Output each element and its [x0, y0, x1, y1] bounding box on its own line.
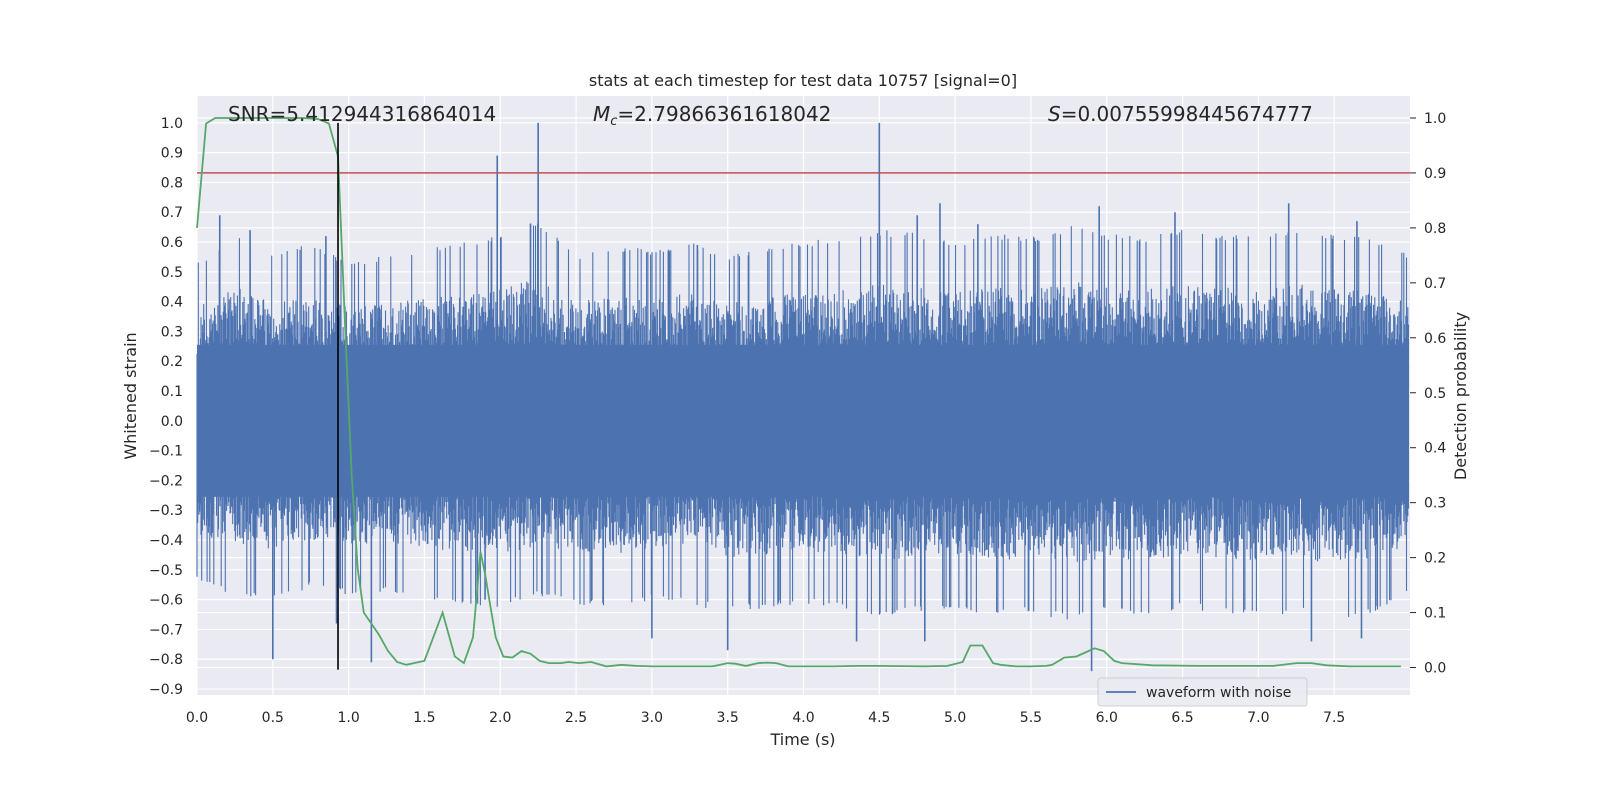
overlay-lines [196, 117, 1410, 670]
y-tick-label: 0.0 [161, 414, 183, 430]
y2-tick-label: 0.8 [1424, 221, 1446, 237]
y-tick-label: 0.3 [161, 324, 183, 340]
y2-tick-label: 0.6 [1424, 331, 1446, 347]
x-tick-label: 6.5 [1171, 710, 1193, 726]
y2-tick-label: 0.5 [1424, 386, 1446, 402]
y-axis-ticks: 1.0 0.9 0.8 0.7 0.6 0.5 0.4 0.3 0.2 0.1 0.0 −0.1 −0.… [149, 116, 183, 698]
legend-box [1097, 677, 1308, 707]
x-tick-label: 6.0 [1096, 710, 1118, 726]
x-tick-label: 7.0 [1247, 710, 1269, 726]
y2-tick-label: 0.7 [1424, 276, 1446, 292]
detection-probability-line [196, 117, 1401, 668]
y2-tick-label: 0.4 [1424, 441, 1446, 457]
x-axis-label: Time (s) [769, 730, 835, 749]
x-axis-ticks: 0.0 0.5 1.0 1.5 2.0 2.5 3.0 3.5 4.0 4.5 5.0 5.5 6.0 6… [186, 710, 1345, 726]
x-tick-label: 3.0 [641, 710, 663, 726]
x-tick-label: 0.0 [186, 710, 208, 726]
y-tick-label: 1.0 [161, 116, 183, 132]
legend: waveform with noise [1097, 677, 1308, 707]
y-tick-label: −0.4 [149, 533, 183, 549]
y-tick-label: −0.6 [149, 593, 183, 609]
y-tick-label: 0.7 [161, 205, 183, 221]
y2-axis-label: Detection probability [1451, 312, 1470, 480]
x-tick-label: 5.0 [944, 710, 966, 726]
chart-title: stats at each timestep for test data 107… [589, 71, 1017, 90]
y-tick-label: 0.1 [161, 384, 183, 400]
x-tick-label: 4.0 [792, 710, 814, 726]
y2-tick-label: 0.0 [1424, 661, 1446, 677]
s-annotation: S=0.00755998445674777 [1048, 102, 1313, 126]
x-tick-label: 2.0 [489, 710, 511, 726]
y-tick-label: −0.2 [149, 473, 183, 489]
x-tick-label: 5.5 [1020, 710, 1042, 726]
waveform-core [197, 344, 1409, 497]
y-tick-label: 0.2 [161, 354, 183, 370]
y2-tick-label: 0.9 [1424, 166, 1446, 182]
y-tick-label: 0.4 [161, 295, 183, 311]
x-tick-label: 1.0 [337, 710, 359, 726]
y-tick-label: −0.7 [149, 622, 183, 638]
x-tick-label: 0.5 [262, 710, 284, 726]
y-tick-label: 0.5 [161, 265, 183, 281]
x-tick-label: 2.5 [565, 710, 587, 726]
y2-axis-ticks: 1.0 0.9 0.8 0.7 0.6 0.5 0.4 0.3 0.2 0.1 0.0 [1410, 111, 1446, 677]
y-tick-label: −0.9 [149, 682, 183, 698]
snr-annotation: SNR=5.412944316864014 [228, 102, 496, 126]
y2-tick-label: 0.2 [1424, 551, 1446, 567]
y-tick-label: 0.6 [161, 235, 183, 251]
y-tick-label: 0.8 [161, 175, 183, 191]
x-tick-label: 4.5 [868, 710, 890, 726]
y-tick-label: 0.9 [161, 146, 183, 162]
x-tick-label: 1.5 [413, 710, 435, 726]
y2-tick-label: 0.1 [1424, 606, 1446, 622]
x-tick-label: 3.5 [717, 710, 739, 726]
chirp-mass-annotation: Mc=2.79866361618042 [593, 102, 831, 129]
y-tick-label: −0.5 [149, 563, 183, 579]
y-tick-label: −0.3 [149, 503, 183, 519]
x-tick-label: 7.5 [1323, 710, 1345, 726]
y2-tick-label: 1.0 [1424, 111, 1446, 127]
waveform-with-noise-series [196, 122, 1410, 672]
y-tick-label: −0.8 [149, 652, 183, 668]
y-tick-label: −0.1 [149, 444, 183, 460]
y2-tick-label: 0.3 [1424, 496, 1446, 512]
legend-label: waveform with noise [1146, 685, 1291, 701]
y-axis-label: Whitened strain [121, 332, 140, 459]
